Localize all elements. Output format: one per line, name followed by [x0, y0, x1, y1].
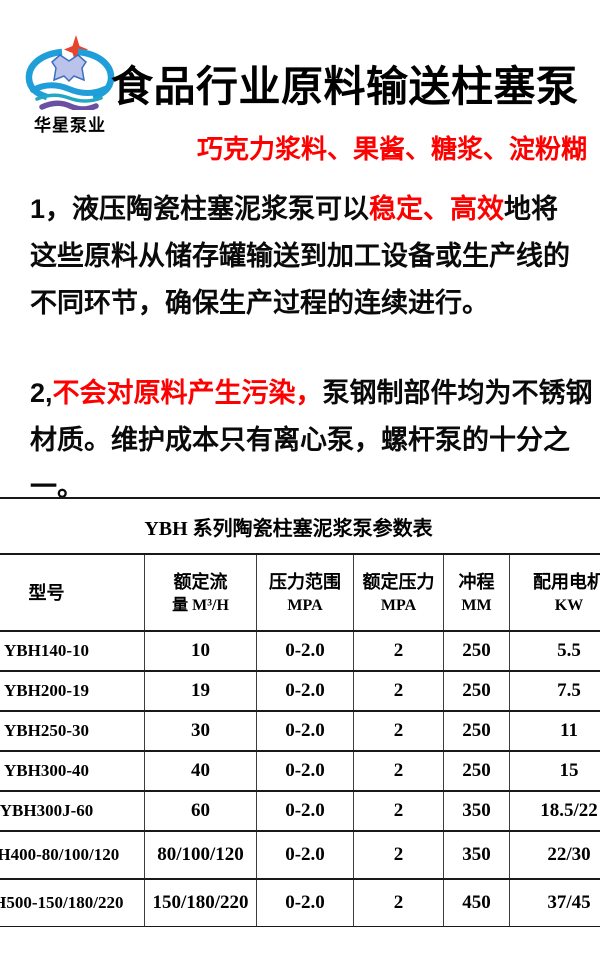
- value-cell: 2: [353, 710, 444, 752]
- value-cell: 350: [443, 790, 510, 832]
- logo-wave-teal: [35, 93, 103, 103]
- value-cell: 11: [508, 710, 600, 752]
- value-cell: 19: [144, 670, 257, 712]
- value-cell: 10: [144, 630, 257, 672]
- value-cell: 5.5: [508, 630, 600, 672]
- pump-brand-logo-icon: [25, 35, 115, 110]
- value-cell: 350: [443, 830, 510, 880]
- model-cell: YBH500-150/180/220: [0, 878, 145, 927]
- column-header-label: 压力范围: [269, 571, 341, 592]
- value-cell: 7.5: [508, 670, 600, 712]
- value-cell: 2: [353, 670, 444, 712]
- value-cell: 2: [353, 790, 444, 832]
- table-body: YBH140-10 10 0-2.0 2 250 5.5 YBH200-19 19 0-2.0 2…: [0, 630, 600, 927]
- model-cell: YBH250-30: [0, 710, 145, 752]
- table-row: YBH200-19 19 0-2.0 2 250 7.5: [0, 670, 600, 712]
- table-row: YBH250-30 30 0-2.0 2 250 11: [0, 710, 600, 752]
- value-cell: 0-2.0: [256, 750, 354, 792]
- spec-table: YBH 系列陶瓷柱塞泥浆泵参数表 型号 额定流量 M³/H 压力范围 MPA 额定压力 M…: [0, 497, 600, 927]
- column-header: 额定压力 MPA: [353, 553, 444, 632]
- table-row: YBH500-150/180/220150/180/2200-2.0245037…: [0, 878, 600, 927]
- value-cell: 2: [353, 830, 444, 880]
- value-cell: 250: [443, 670, 510, 712]
- table-caption: YBH 系列陶瓷柱塞泥浆泵参数表: [0, 497, 600, 555]
- table-row: YBH400-80/100/12080/100/1200-2.0235022/3…: [0, 830, 600, 880]
- value-cell: 0-2.0: [256, 830, 354, 880]
- spec-table-section: YBH 系列陶瓷柱塞泥浆泵参数表 型号 额定流量 M³/H 压力范围 MPA 额定压力 M…: [0, 497, 600, 927]
- value-cell: 450: [443, 878, 510, 927]
- model-cell: YBH300-40: [0, 750, 145, 792]
- value-cell: 80/100/120: [144, 830, 257, 880]
- value-cell: 30: [144, 710, 257, 752]
- model-cell: YBH140-10: [0, 630, 145, 672]
- p2-suffix: 泵钢制部件均为不锈钢 材质。维护成本只有离心泵，螺杆泵的十分之一。: [30, 378, 593, 502]
- p2-prefix: 2,: [30, 378, 53, 408]
- table-caption-row: YBH 系列陶瓷柱塞泥浆泵参数表: [0, 497, 600, 555]
- table-row: YBH300J-60 60 0-2.0 2 350 18.5/22: [0, 790, 600, 832]
- value-cell: 0-2.0: [256, 630, 354, 672]
- column-header-label: 冲程: [458, 571, 495, 592]
- logo-left-arc: [25, 48, 63, 101]
- model-cell: YBH300J-60: [0, 790, 145, 832]
- value-cell: 0-2.0: [256, 710, 354, 752]
- column-header-label: 额定流: [173, 571, 228, 592]
- value-cell: 22/30: [508, 830, 600, 880]
- logo-star-icon: [64, 35, 88, 64]
- value-cell: 250: [443, 630, 510, 672]
- brand-name: 华星泵业: [34, 116, 106, 135]
- model-cell: YBH400-80/100/120: [0, 830, 145, 880]
- p1-suffix: 地将 这些原料从储存罐输送到加工设备或生产线的 不同环节，确保生产过程的连续进行…: [30, 194, 570, 318]
- table-header-row: 型号 额定流量 M³/H 压力范围 MPA 额定压力 MPA 冲程 MM 配用电机 KW: [0, 553, 600, 632]
- column-header-unit: MM: [461, 596, 492, 614]
- column-header-label: 配用电机: [533, 571, 600, 592]
- column-header-label: 型号: [28, 582, 65, 603]
- column-header: 额定流量 M³/H: [144, 553, 257, 632]
- value-cell: 0-2.0: [256, 670, 354, 712]
- column-header: 冲程 MM: [443, 553, 510, 632]
- p2-highlight: 不会对原料产生污染，: [52, 378, 323, 408]
- p1-highlight: 稳定、高效: [369, 194, 505, 224]
- p1-prefix: 1，液压陶瓷柱塞泥浆泵可以: [30, 194, 370, 224]
- value-cell: 60: [144, 790, 257, 832]
- logo-wave-purple: [39, 100, 99, 110]
- logo-center-shape: [51, 54, 87, 83]
- table-row: YBH140-10 10 0-2.0 2 250 5.5: [0, 630, 600, 672]
- page-title: 食品行业原料输送柱塞泵: [111, 63, 579, 110]
- value-cell: 2: [353, 630, 444, 672]
- subtitle-applications: 巧克力浆料、果酱、糖浆、淀粉糊: [197, 134, 588, 164]
- column-header-unit: KW: [554, 596, 584, 614]
- value-cell: 15: [508, 750, 600, 792]
- table-row: YBH300-40 40 0-2.0 2 250 15: [0, 750, 600, 792]
- column-header: 压力范围 MPA: [256, 553, 354, 632]
- value-cell: 250: [443, 750, 510, 792]
- column-header-unit: 量 M³/H: [172, 596, 229, 614]
- column-header-unit: MPA: [380, 596, 417, 614]
- column-header-unit: MPA: [287, 596, 323, 614]
- brand-logo: 华星泵业: [24, 34, 116, 136]
- value-cell: 37/45: [508, 878, 600, 927]
- model-cell: YBH200-19: [0, 670, 145, 712]
- value-cell: 40: [144, 750, 257, 792]
- value-cell: 0-2.0: [256, 878, 354, 927]
- logo-wave-blue: [30, 82, 108, 96]
- value-cell: 2: [353, 878, 444, 927]
- column-header: 配用电机 KW: [508, 553, 600, 632]
- value-cell: 2: [353, 750, 444, 792]
- value-cell: 18.5/22: [508, 790, 600, 832]
- column-header: 型号: [0, 553, 145, 632]
- value-cell: 0-2.0: [256, 790, 354, 832]
- paragraph-1: 1，液压陶瓷柱塞泥浆泵可以稳定、高效地将 这些原料从储存罐输送到加工设备或生产线…: [30, 186, 600, 327]
- value-cell: 150/180/220: [144, 878, 257, 927]
- column-header-label: 额定压力: [362, 571, 435, 592]
- value-cell: 250: [443, 710, 510, 752]
- paragraph-2: 2,不会对原料产生污染，泵钢制部件均为不锈钢 材质。维护成本只有离心泵，螺杆泵的…: [30, 370, 600, 511]
